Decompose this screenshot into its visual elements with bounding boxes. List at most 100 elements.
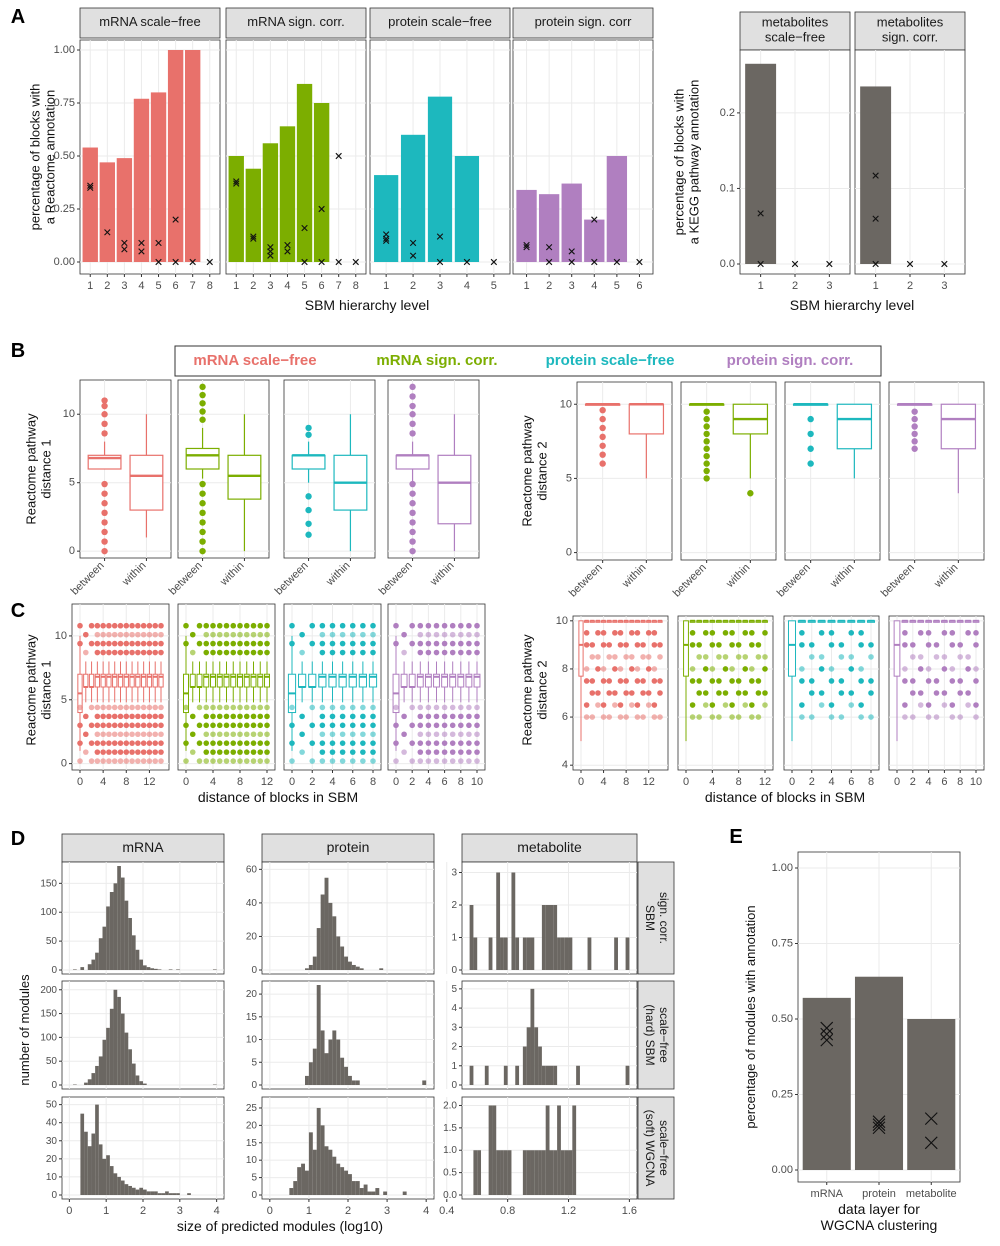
outlier-point (709, 678, 716, 684)
outlier-point (158, 731, 164, 738)
x-tick-label: 0 (894, 776, 900, 788)
outlier-point (868, 714, 874, 720)
outlier-point (858, 642, 864, 648)
outlier-point (77, 758, 83, 764)
outlier-point (135, 640, 141, 647)
outlier-point (902, 630, 908, 636)
outlier-point (237, 740, 243, 746)
outlier-point (370, 631, 376, 638)
outlier-point (606, 678, 613, 684)
outlier-point (319, 704, 326, 711)
label-line: Reactome pathway (520, 415, 535, 527)
outlier-point (838, 678, 845, 684)
outlier-point (243, 740, 250, 746)
outlier-point (230, 749, 237, 755)
bar (133, 98, 150, 262)
label-line: 6 (319, 280, 325, 292)
outlier-point (111, 749, 118, 755)
bar (167, 50, 184, 262)
histogram-bar (557, 1105, 561, 1195)
label-line: sign. corr. (882, 30, 938, 45)
histogram-bar (355, 1080, 360, 1085)
outlier-point (425, 713, 432, 720)
x-tick-label: 8 (736, 776, 742, 788)
histogram-bar (538, 1046, 542, 1085)
label-line: 8 (207, 280, 213, 292)
outlier-point (808, 714, 815, 720)
x-tick-label: 0 (183, 776, 189, 788)
outlier-point (651, 678, 658, 684)
outlier-point (216, 740, 223, 746)
outlier-point (339, 758, 346, 764)
cross-marker (121, 246, 128, 253)
cross-marker (409, 252, 417, 259)
cross-marker (941, 260, 948, 268)
y-axis-title: number of modules (17, 974, 32, 1086)
outlier-point (129, 740, 135, 746)
histogram-bar (176, 1193, 180, 1195)
label-line: 0 (451, 965, 457, 976)
outlier-point (264, 758, 270, 764)
outlier-point (612, 702, 618, 708)
outlier-point (973, 630, 979, 636)
label-line: 6 (442, 776, 448, 788)
outlier-point (600, 642, 607, 648)
x-tick-label: 0.4 (439, 1205, 454, 1217)
outlier-point (949, 642, 956, 648)
outlier-point (583, 630, 590, 636)
label-line: 1 (87, 280, 93, 292)
cross-marker (318, 205, 325, 213)
outlier-point (645, 630, 652, 636)
outlier-point (237, 622, 243, 629)
y-tick-label: 20 (46, 1153, 58, 1164)
label-line: percentage of blocks with (28, 84, 43, 231)
outlier-point (111, 758, 118, 764)
histogram-bar (320, 1125, 325, 1195)
y-axis-title: Reactome pathwaydistance 2 (520, 634, 550, 746)
cross-marker (872, 1121, 886, 1135)
y-tick-label: 10 (246, 1034, 258, 1045)
x-tick-label: 6 (848, 776, 854, 788)
histogram-bar (154, 968, 158, 970)
outlier-point (106, 631, 112, 638)
label-line: a Reactome annotation (43, 90, 58, 224)
outlier-point (360, 622, 366, 629)
outlier-point (425, 640, 432, 647)
outlier-point (458, 758, 464, 764)
outlier-point (409, 519, 416, 526)
x-tick-label: 4 (210, 776, 216, 788)
bar (313, 103, 330, 262)
outlier-point (216, 640, 223, 647)
histogram-bar (340, 1057, 345, 1085)
label-line: SBM hierarchy level (790, 297, 915, 313)
outlier-point (123, 631, 130, 638)
outlier-point (216, 649, 223, 656)
outlier-point (360, 640, 366, 647)
outlier-point (466, 749, 472, 755)
label-line: 150 (40, 1008, 57, 1019)
outlier-point (100, 622, 106, 629)
label-line: 1 (523, 280, 529, 292)
y-tick-label: 4 (451, 1003, 457, 1014)
outlier-point (129, 749, 135, 755)
facet-strip (512, 7, 654, 39)
label-line: 6 (562, 711, 568, 723)
outlier-point (583, 702, 590, 708)
outlier-point (158, 704, 164, 711)
outlier-point (425, 649, 432, 656)
y-tick-label: 0 (51, 965, 57, 976)
outlier-point (329, 704, 336, 711)
outlier-point (152, 758, 159, 764)
facet-strip (225, 7, 367, 39)
outlier-point (230, 740, 237, 746)
facet-strip-label: scale−free(hard) SBM (643, 1004, 671, 1065)
outlier-point (449, 740, 456, 746)
outlier-point (466, 758, 472, 764)
histogram-bar (530, 937, 535, 970)
outlier-point (634, 642, 641, 648)
facet-strip-label: metabolites sign. corr. (877, 15, 944, 45)
label-line: 4 (425, 776, 431, 788)
bar (538, 194, 560, 262)
outlier-point (600, 702, 607, 708)
label-line: 2 (910, 776, 916, 788)
